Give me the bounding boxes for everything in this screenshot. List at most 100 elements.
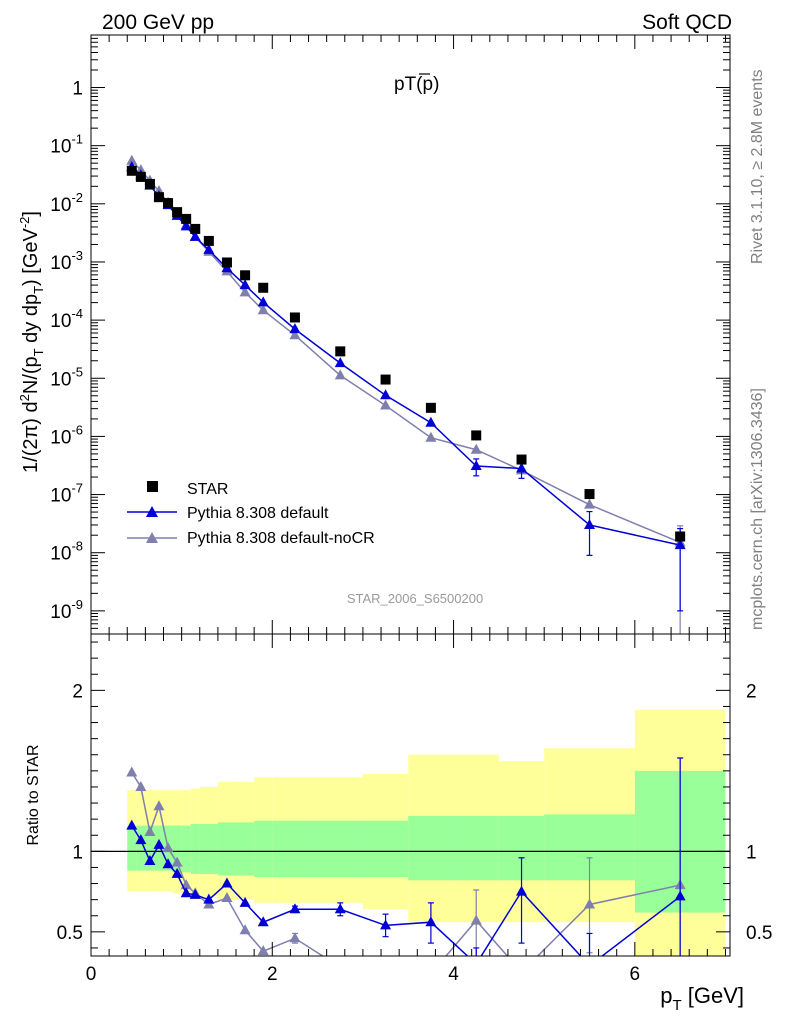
main-point-default (257, 296, 269, 307)
main-point-star (380, 374, 391, 385)
main-point-nocr (126, 154, 138, 165)
ratio-point-default (180, 887, 192, 898)
side-label-rivet: Rivet 3.1.10, ≥ 2.8M events (749, 69, 766, 264)
ratio-y-tick-label-right: 0.5 (746, 923, 772, 944)
main-point-star (181, 213, 192, 224)
ratio-band-stat (317, 820, 363, 878)
main-panel: 10-9 10-8 10-7 10-6 10-5 10-4 10-3 10-2 10-1 1 pT… (17, 34, 731, 635)
main-point-star (471, 430, 482, 441)
main-point-star (258, 282, 269, 293)
ratio-band-stat (127, 827, 137, 871)
legend-marker-nocr (146, 532, 158, 543)
ratio-point-default (380, 919, 392, 930)
main-point-star (675, 531, 686, 542)
main-point-star (516, 454, 527, 465)
header-left: 200 GeV pp (102, 11, 214, 34)
main-point-star (203, 235, 214, 246)
ratio-point-nocr (380, 974, 391, 984)
x-tick-label: 4 (448, 964, 459, 985)
main-y-axis: 10-9 10-8 10-7 10-6 10-5 10-4 10-3 10-2 10-1 1 (50, 34, 730, 629)
ratio-point-nocr (516, 966, 527, 976)
main-point-default (380, 389, 392, 400)
ratio-y-axis: 0.5 0.5 1 1 2 2 (57, 641, 772, 949)
ratio-point-default (135, 834, 147, 845)
ratio-band-stat (145, 825, 155, 871)
main-point-star (221, 257, 232, 268)
ratio-band-stat (272, 820, 318, 878)
ratio-frame (90, 633, 731, 957)
ratio-point-default (471, 958, 482, 968)
main-point-star (135, 171, 146, 182)
ratio-y-tick-label-right: 1 (746, 842, 757, 863)
ratio-band-stat (136, 825, 146, 871)
ratio-point-default (674, 890, 686, 901)
ratio-point-nocr (135, 780, 147, 791)
ratio-y-tick-label-right: 2 (746, 681, 757, 702)
ratio-point-default (584, 960, 595, 970)
main-point-nocr (425, 431, 437, 442)
main-point-default (239, 279, 251, 290)
ratio-point-nocr (584, 898, 596, 909)
legend-label-star: STAR (187, 481, 228, 498)
ratio-band-stat (453, 815, 499, 881)
ratio-point-nocr (171, 856, 183, 867)
ratio-point-default (126, 819, 138, 830)
main-point-star (163, 198, 174, 209)
main-y-tick-label: 10-9 (50, 597, 83, 623)
main-y-tick-label: 10-1 (50, 132, 83, 158)
ratio-band-stat (236, 822, 255, 876)
main-point-default (203, 243, 215, 254)
ratio-band-stat (199, 823, 218, 874)
main-point-star (190, 223, 201, 234)
x-axis-title: pT [GeV] (660, 983, 744, 1014)
ratio-point-default (239, 896, 251, 907)
ratio-band-stat (181, 825, 191, 873)
title-pbar: p (423, 74, 434, 95)
ratio-point-default (162, 858, 174, 869)
main-title: pT(p) (394, 74, 439, 95)
x-tick-label: 2 (267, 964, 278, 985)
legend-label-nocr: Pythia 8.308 default-noCR (187, 530, 375, 547)
x-tick-label: 6 (630, 964, 641, 985)
ratio-point-nocr (162, 842, 174, 853)
main-point-nocr (334, 369, 346, 380)
main-point-star (289, 312, 300, 323)
main-y-tick-label: 10-3 (50, 248, 83, 274)
main-point-nocr (135, 164, 147, 175)
main-y-label: 1/(2π) d2N/(pT dy dpT) [GeV-2] (17, 211, 46, 473)
main-point-star (126, 165, 137, 176)
ratio-y-tick-label: 1 (72, 842, 83, 863)
main-point-default (189, 230, 201, 241)
main-point-default (470, 459, 482, 470)
ratio-point-default (171, 867, 183, 878)
ratio-point-nocr (289, 932, 301, 943)
ratio-point-nocr (425, 968, 436, 978)
ratio-point-nocr (221, 892, 233, 903)
ratio-line-nocr (131, 772, 681, 956)
ratio-point-default (221, 877, 233, 888)
ratio-point-default (153, 838, 165, 849)
watermark: STAR_2006_S6500200 (347, 591, 483, 606)
x-tick-label: 0 (86, 964, 97, 985)
ratio-point-default (203, 893, 215, 904)
ratio-x-axis: 0 2 4 6 (86, 634, 726, 985)
main-point-default (334, 357, 346, 368)
main-point-default (584, 518, 596, 529)
main-point-star (425, 402, 436, 413)
main-point-default (289, 323, 301, 334)
main-point-nocr (257, 304, 269, 315)
main-y-tick-label: 10-7 (50, 481, 83, 507)
main-point-default (674, 539, 686, 550)
main-point-nocr (239, 286, 251, 297)
ratio-y-tick-label: 2 (72, 681, 83, 702)
main-x-axis (90, 35, 726, 634)
ratio-point-nocr (239, 924, 251, 935)
ratio-band-stat (217, 822, 237, 876)
ratio-point-nocr (144, 826, 156, 837)
ratio-point-nocr (153, 800, 165, 811)
ratio-point-default (144, 855, 156, 866)
ratio-y-label: Ratio to STAR (25, 744, 42, 845)
ratio-clipped-layer (91, 709, 730, 984)
main-y-tick-label: 1 (72, 79, 83, 100)
